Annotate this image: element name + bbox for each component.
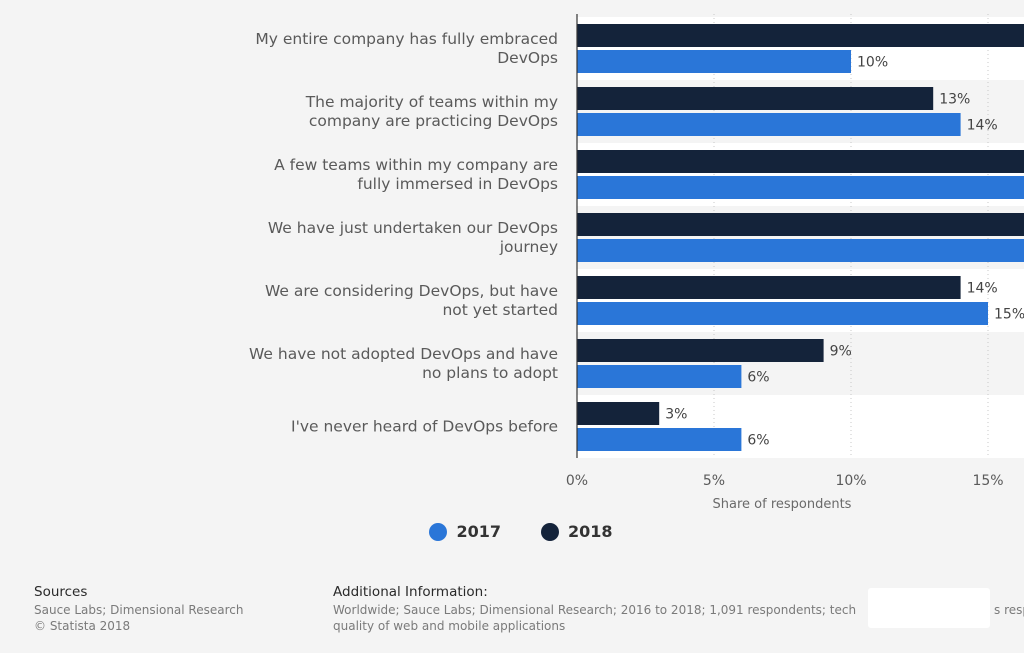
legend: 2017 2018: [0, 522, 1024, 541]
bar-2018: [577, 402, 660, 425]
redaction-box: [868, 588, 990, 628]
additional-info-line: quality of web and mobile applications: [333, 619, 566, 633]
category-label: journey: [499, 238, 558, 256]
copyright-line: © Statista 2018: [34, 619, 131, 633]
category-label: no plans to adopt: [422, 364, 558, 382]
data-label-2017: 6%: [747, 433, 769, 449]
bar-2018: [577, 339, 824, 362]
category-label: We have just undertaken our DevOps: [268, 219, 558, 237]
additional-info-line-end: s respo: [994, 603, 1024, 617]
bar-2018: [577, 87, 934, 110]
bars: [577, 24, 1024, 451]
bar-2017: [577, 239, 1024, 262]
sources-heading: Sources: [34, 584, 88, 600]
category-label: We have not adopted DevOps and have: [249, 345, 558, 363]
legend-2018-dot: [541, 522, 559, 541]
category-labels: My entire company has fully embracedDevO…: [249, 30, 558, 436]
bar-chart: 17%10%13%14%20%24%22%25%14%15%9%6%3%6% M…: [249, 14, 1024, 512]
bar-2018: [577, 150, 1024, 173]
additional-info-heading: Additional Information:: [333, 584, 488, 600]
data-labels: 17%10%13%14%20%24%22%25%14%15%9%6%3%6%: [665, 55, 1024, 449]
data-label-2017: 10%: [857, 55, 888, 71]
category-label: company are practicing DevOps: [309, 112, 558, 130]
data-label-2018: 9%: [830, 344, 852, 360]
x-axis-ticks: 0%5%10%15%20%25%: [566, 473, 1004, 489]
category-label: fully immersed in DevOps: [357, 175, 558, 193]
category-label: not yet started: [442, 301, 558, 319]
category-label: We are considering DevOps, but have: [265, 282, 558, 300]
bar-2017: [577, 302, 988, 325]
footer: Sources Sauce Labs; Dimensional Research…: [0, 584, 1024, 653]
bar-2017: [577, 176, 1024, 199]
bar-2018: [577, 213, 1024, 236]
sources-line: Sauce Labs; Dimensional Research: [34, 603, 244, 617]
bar-2018: [577, 24, 1024, 47]
legend-2018-label: 2018: [568, 522, 613, 541]
bar-2017: [577, 113, 961, 136]
legend-item-2017[interactable]: 2017: [429, 522, 501, 541]
additional-info-line: Worldwide; Sauce Labs; Dimensional Resea…: [333, 603, 857, 617]
bar-2018: [577, 276, 961, 299]
data-label-2018: 14%: [967, 281, 998, 297]
bar-2017: [577, 365, 742, 388]
legend-2017-label: 2017: [456, 522, 501, 541]
category-label: DevOps: [497, 49, 558, 67]
x-tick-label: 15%: [972, 473, 1003, 489]
legend-item-2018[interactable]: 2018: [541, 522, 613, 541]
legend-2017-dot: [429, 522, 448, 541]
data-label-2018: 3%: [665, 407, 687, 423]
row-bands: [577, 17, 1024, 458]
category-label: The majority of teams within my: [305, 93, 558, 111]
bar-2017: [577, 50, 851, 73]
data-label-2017: 15%: [994, 307, 1024, 323]
x-tick-label: 5%: [703, 473, 725, 489]
data-label-2017: 6%: [747, 370, 769, 386]
data-label-2018: 13%: [939, 92, 970, 108]
x-axis-title: Share of respondents: [713, 497, 852, 512]
bar-2017: [577, 428, 742, 451]
category-label: My entire company has fully embraced: [255, 30, 558, 48]
category-label: I've never heard of DevOps before: [291, 418, 558, 436]
x-tick-label: 10%: [835, 473, 866, 489]
x-tick-label: 0%: [566, 473, 588, 489]
category-label: A few teams within my company are: [274, 156, 558, 174]
data-label-2017: 14%: [967, 118, 998, 134]
